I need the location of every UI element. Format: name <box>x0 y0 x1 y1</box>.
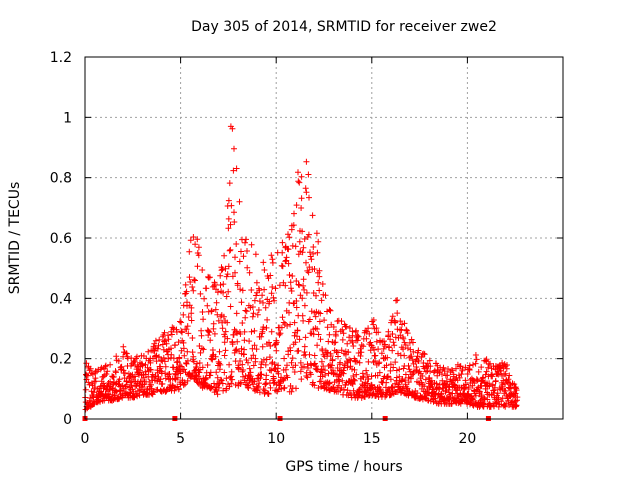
y-tick-label: 0.8 <box>50 171 72 187</box>
x-axis-label: GPS time / hours <box>285 459 402 475</box>
chart-title: Day 305 of 2014, SRMTID for receiver zwe… <box>191 19 497 35</box>
axis-ticks <box>84 56 563 420</box>
x-tick-labels: 0 5 10 15 20 <box>81 431 477 447</box>
x-tick-label: 5 <box>176 431 185 447</box>
y-tick-label: 1.2 <box>50 50 72 66</box>
y-tick-label: 0 <box>63 412 72 428</box>
x-tick-label: 0 <box>81 431 90 447</box>
x-tick-label: 15 <box>363 431 381 447</box>
y-tick-label: 1 <box>63 110 72 126</box>
y-tick-labels: 0 0.2 0.4 0.6 0.8 1 1.2 <box>50 50 72 428</box>
x-tick-label: 20 <box>458 431 476 447</box>
y-axis-label: SRMTID / TECUs <box>7 182 23 295</box>
x-tick-label: 10 <box>267 431 285 447</box>
y-tick-label: 0.6 <box>50 231 72 247</box>
y-tick-label: 0.2 <box>50 352 72 368</box>
y-tick-label: 0.4 <box>50 291 72 307</box>
